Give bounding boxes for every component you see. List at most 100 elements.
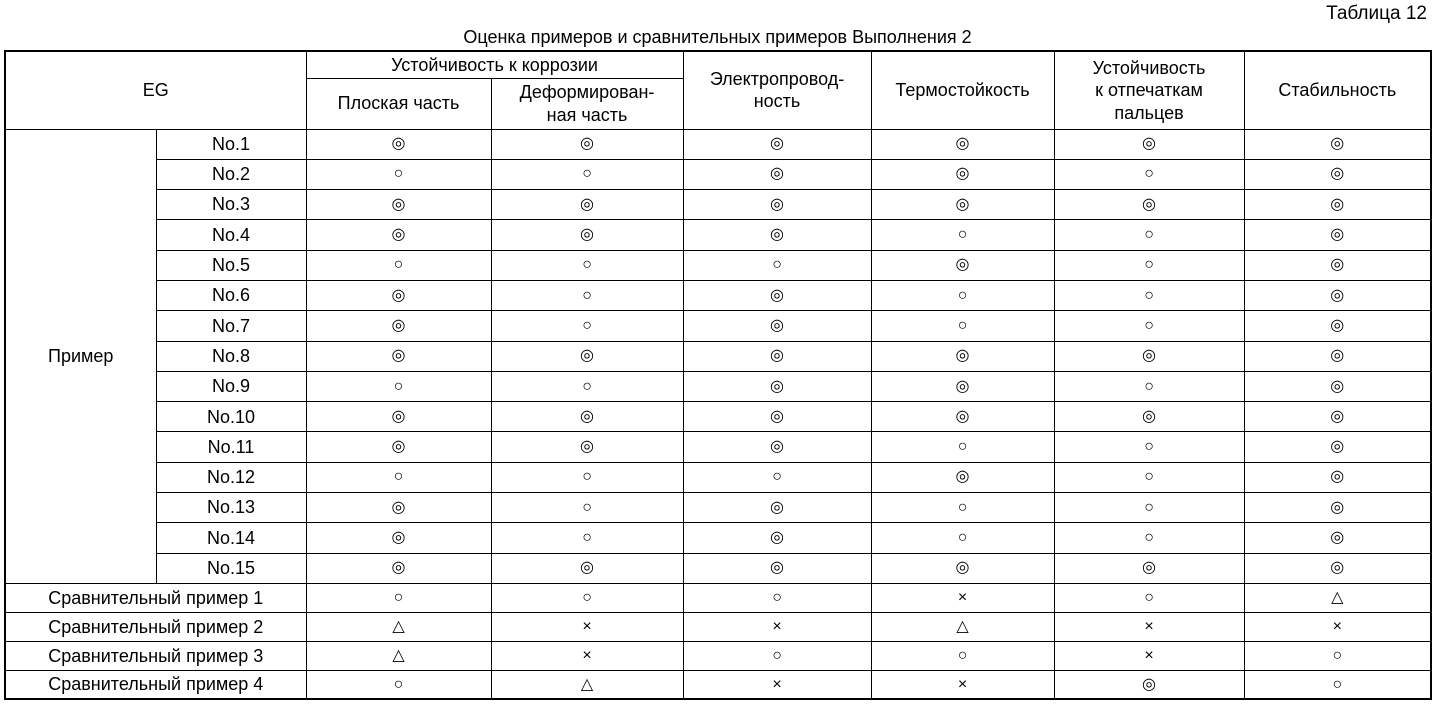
rating-cell: ◎: [682, 552, 872, 584]
rating-cell: ◎: [682, 158, 872, 191]
rating-cell: ○: [490, 310, 684, 342]
example-row: No.4 ◎ ◎ ◎ ○ ○ ◎: [5, 219, 1432, 251]
example-row: No.3 ◎ ◎ ◎ ◎ ◎ ◎: [5, 189, 1432, 221]
rating-cell: ◎: [1243, 461, 1432, 494]
rating-cell: ◎: [490, 431, 684, 463]
comparative-row: Сравнительный пример 1 ○ ○ ○ × ○ △: [4, 582, 1432, 613]
header-row-sub: Плоская часть Деформирован- ная часть: [5, 77, 1431, 130]
rating-cell: ○: [1053, 461, 1245, 494]
col-header-conductivity: Электропровод- ность: [682, 50, 872, 130]
rating-cell: ×: [1053, 611, 1245, 642]
table-number-label: Таблица 12: [1326, 3, 1427, 24]
rating-cell: ×: [490, 640, 684, 671]
example-row: Пример No.1 ◎ ◎ ◎ ◎ ◎ ◎: [4, 128, 1432, 584]
rating-cell: ○: [490, 279, 684, 312]
row-label: Сравнительный пример 4: [4, 669, 307, 700]
rating-cell: ◎: [870, 189, 1055, 221]
rating-cell: ○: [682, 640, 872, 671]
rating-cell: ◎: [1053, 128, 1245, 160]
example-row: No.11 ◎ ◎ ◎ ○ ○ ◎: [5, 431, 1432, 463]
rating-cell: ×: [1053, 640, 1245, 671]
example-row: No.15 ◎ ◎ ◎ ◎ ◎ ◎: [5, 552, 1432, 584]
rating-cell: ◎: [870, 370, 1055, 403]
rating-cell: ○: [870, 310, 1055, 342]
rating-cell: ◎: [682, 310, 872, 342]
rating-cell: ◎: [305, 219, 492, 251]
rating-cell: △: [1243, 582, 1432, 613]
example-row: No.10 ◎ ◎ ◎ ◎ ◎ ◎: [5, 401, 1432, 433]
row-label: No.6: [155, 279, 307, 312]
rating-cell: ○: [1053, 310, 1245, 342]
rating-cell: ×: [870, 582, 1055, 613]
rating-cell: △: [490, 669, 684, 700]
rating-cell: ◎: [870, 461, 1055, 494]
rating-cell: ○: [305, 249, 492, 281]
rating-cell: ◎: [1243, 552, 1432, 584]
rating-cell: ◎: [682, 431, 872, 463]
rating-cell: ◎: [682, 492, 872, 524]
rating-cell: ○: [1053, 219, 1245, 251]
rating-cell: ◎: [490, 189, 684, 221]
rating-cell: ◎: [1243, 128, 1432, 160]
rating-cell: ◎: [682, 401, 872, 433]
rating-cell: ◎: [305, 340, 492, 372]
row-label: Сравнительный пример 2: [4, 611, 307, 642]
rating-cell: ◎: [305, 310, 492, 342]
col-header-heat-resistance: Термостойкость: [870, 50, 1055, 130]
rating-cell: ○: [1053, 249, 1245, 281]
example-row: No.6 ◎ ○ ◎ ○ ○ ◎: [5, 279, 1432, 312]
rating-cell: ×: [870, 669, 1055, 700]
rating-cell: ◎: [490, 340, 684, 372]
rating-cell: ○: [305, 158, 492, 191]
rating-cell: ◎: [1053, 401, 1245, 433]
rating-cell: ○: [870, 640, 1055, 671]
rating-cell: ◎: [305, 552, 492, 584]
rating-cell: ○: [870, 492, 1055, 524]
rating-cell: ○: [870, 522, 1055, 554]
rating-cell: ◎: [870, 128, 1055, 160]
rating-cell: ◎: [870, 340, 1055, 372]
rating-cell: ◎: [1243, 492, 1432, 524]
table-title: Оценка примеров и сравнительных примеров…: [463, 27, 972, 47]
rating-cell: ◎: [1243, 431, 1432, 463]
rating-cell: ◎: [490, 401, 684, 433]
rating-cell: ○: [1053, 582, 1245, 613]
rating-cell: ◎: [1243, 401, 1432, 433]
header-row-top: EG Устойчивость к коррозии Электропровод…: [4, 50, 1432, 130]
rating-cell: ○: [870, 279, 1055, 312]
rating-cell: ○: [490, 492, 684, 524]
row-label: No.15: [155, 552, 307, 584]
row-label: No.3: [155, 189, 307, 221]
rating-cell: ◎: [305, 492, 492, 524]
evaluation-table: EG Устойчивость к коррозии Электропровод…: [4, 50, 1433, 701]
rating-cell: ◎: [1243, 340, 1432, 372]
rating-cell: ○: [1053, 158, 1245, 191]
rating-cell: ◎: [682, 128, 872, 160]
rating-cell: ○: [490, 249, 684, 281]
col-header-fingerprint-resistance: Устойчивость к отпечаткам пальцев: [1053, 50, 1245, 130]
example-row: No.5 ○ ○ ○ ◎ ○ ◎: [5, 249, 1432, 281]
row-label: No.11: [155, 431, 307, 463]
row-label: No.4: [155, 219, 307, 251]
row-label: No.7: [155, 310, 307, 342]
comparative-row: Сравнительный пример 2 △ × × △ × ×: [4, 611, 1432, 642]
row-label: No.12: [155, 461, 307, 494]
rating-cell: ◎: [1243, 522, 1432, 554]
rating-cell: ◎: [870, 249, 1055, 281]
rating-cell: ○: [305, 370, 492, 403]
rating-cell: ◎: [1053, 669, 1245, 700]
rating-cell: ○: [490, 461, 684, 494]
rating-cell: △: [870, 611, 1055, 642]
row-label: No.2: [155, 158, 307, 191]
row-label: No.13: [155, 492, 307, 524]
rating-cell: △: [305, 611, 492, 642]
rating-cell: ○: [490, 582, 684, 613]
rating-cell: ◎: [1243, 189, 1432, 221]
rating-cell: ◎: [305, 431, 492, 463]
rating-cell: ○: [490, 370, 684, 403]
rating-cell: ◎: [1243, 249, 1432, 281]
rating-cell: ◎: [870, 401, 1055, 433]
rating-cell: ◎: [682, 219, 872, 251]
row-label: No.14: [155, 522, 307, 554]
